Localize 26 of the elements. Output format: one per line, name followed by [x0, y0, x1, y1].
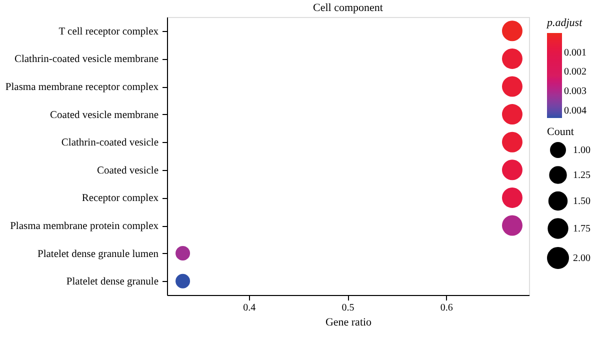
color-bar-title: p.adjust — [546, 17, 584, 29]
y-tick-label: Plasma membrane receptor complex — [5, 82, 160, 93]
chart-title: Cell component — [313, 2, 383, 14]
y-tick-label: Platelet dense granule — [66, 276, 159, 288]
x-tick-label: 0.4 — [243, 302, 256, 314]
x-axis-title: Gene ratio — [325, 316, 372, 328]
legend-title: Count — [547, 126, 574, 138]
y-tick-label: Plasma membrane protein complex — [10, 221, 160, 232]
color-bar-label: 0.001 — [564, 47, 586, 58]
legend-label: 1.75 — [573, 224, 590, 234]
legend-label: 1.25 — [573, 170, 590, 181]
y-tick-label: Clathrin-coated vesicle — [61, 138, 159, 149]
y-tick-label: Receptor complex — [82, 193, 160, 204]
y-tick-label: Coated vesicle membrane — [50, 110, 159, 121]
color-bar-label: 0.002 — [564, 66, 586, 78]
y-tick-label: Coated vesicle — [96, 165, 159, 176]
legend-label: 1.50 — [573, 196, 590, 207]
color-bar-label: 0.003 — [564, 86, 586, 97]
y-tick-label: Clathrin-coated vesicle membrane — [14, 54, 159, 66]
x-tick-label: 0.6 — [440, 302, 453, 314]
legend-label: 2.00 — [573, 253, 590, 264]
color-bar-label: 0.004 — [564, 105, 586, 116]
y-tick-label: T cell receptor complex — [58, 26, 160, 38]
y-tick-label: Platelet dense granule lumen — [37, 248, 160, 260]
x-tick-label: 0.5 — [342, 302, 354, 314]
legend-label: 1.00 — [573, 145, 590, 156]
